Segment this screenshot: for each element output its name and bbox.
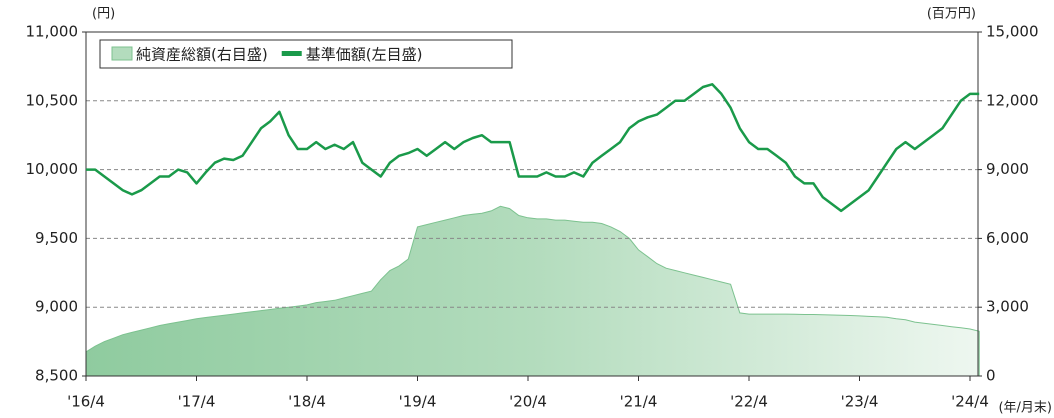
x-tick-label: '23/4 xyxy=(841,393,879,411)
legend-swatch xyxy=(111,46,133,61)
y-tick-label: 10,000 xyxy=(26,160,79,178)
y2-tick-label: 0 xyxy=(986,367,996,385)
y2-tick-label: 15,000 xyxy=(986,23,1039,41)
y2-tick-label: 3,000 xyxy=(986,298,1029,316)
y2-unit: (百万円) xyxy=(927,7,976,22)
x-tick-label: '16/4 xyxy=(67,393,105,411)
y-tick-label: 8,500 xyxy=(35,367,78,385)
x-tick-label: '19/4 xyxy=(399,393,437,411)
y2-tick-label: 12,000 xyxy=(986,91,1039,109)
y2-tick-label: 9,000 xyxy=(986,160,1029,178)
x-tick-label: '21/4 xyxy=(620,393,658,411)
x-tick-label: '17/4 xyxy=(178,393,216,411)
x-label: (年/月末) xyxy=(998,401,1052,416)
y-tick-label: 9,500 xyxy=(35,229,78,247)
legend: 純資産総額(右目盛) 基準価額(左目盛) xyxy=(99,39,513,69)
x-tick-label: '20/4 xyxy=(509,393,547,411)
x-tick-label: '22/4 xyxy=(730,393,768,411)
y-tick-label: 9,000 xyxy=(35,298,78,316)
legend-swatch xyxy=(281,51,302,56)
x-tick-label: '18/4 xyxy=(288,393,326,411)
line xyxy=(86,83,980,213)
y-unit: (円) xyxy=(92,7,115,22)
legend-label: 基準価額(左目盛) xyxy=(306,46,423,64)
x-tick-label: '24/4 xyxy=(951,393,989,411)
legend-box xyxy=(99,39,513,69)
y2-tick-label: 6,000 xyxy=(986,229,1029,247)
area xyxy=(85,205,980,377)
y-tick-label: 10,500 xyxy=(26,91,79,109)
y-tick-label: 11,000 xyxy=(26,23,79,41)
legend-label: 純資産総額(右目盛) xyxy=(136,46,268,64)
